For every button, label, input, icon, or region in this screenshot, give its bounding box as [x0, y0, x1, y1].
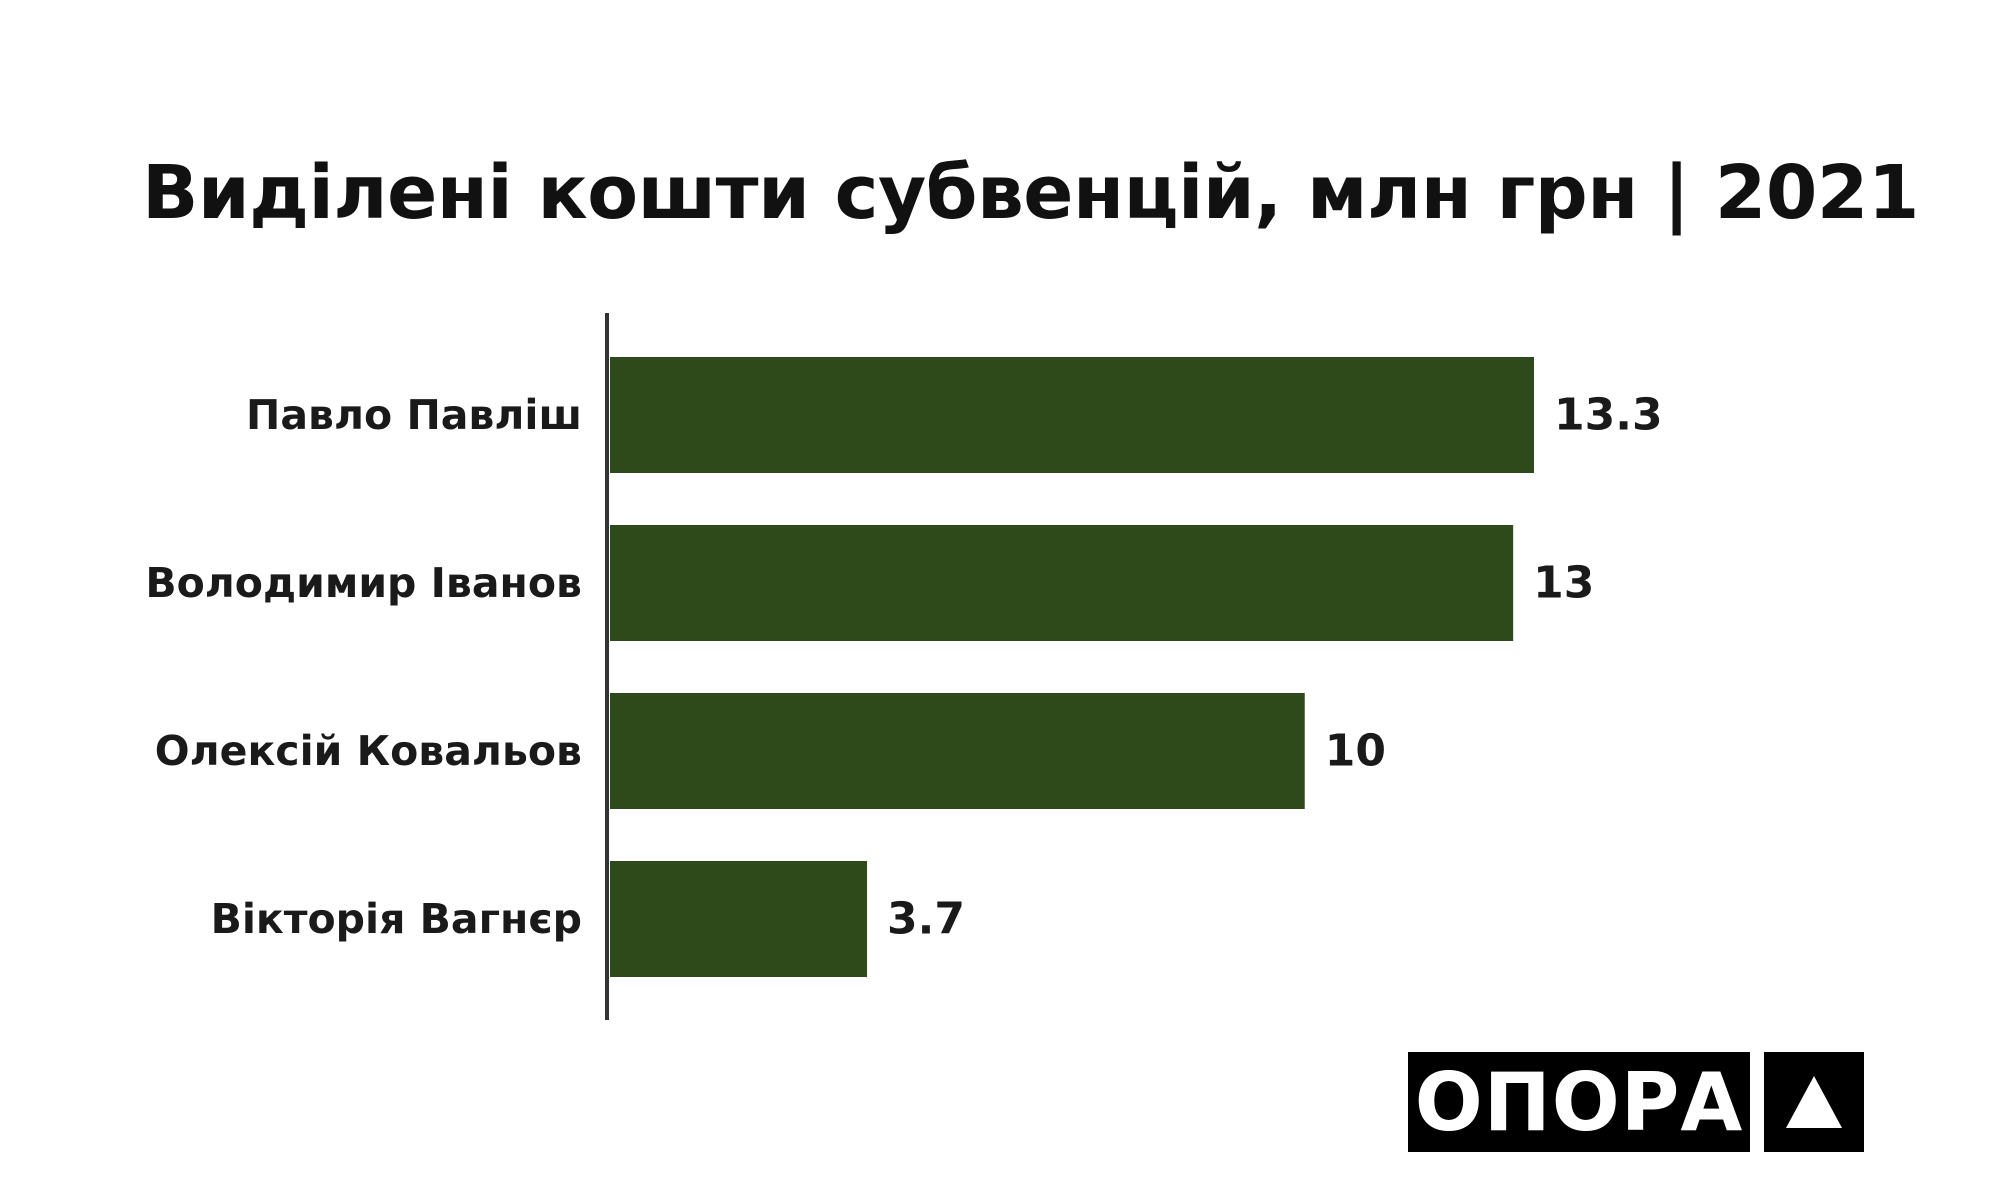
chart-title: Виділені кошти субвенцій, млн грн | 2021 — [142, 150, 1919, 236]
value-label: 13.3 — [1554, 390, 1663, 441]
opora-logo: ОПОРА — [1408, 1052, 1750, 1152]
bar-chart: Павло Павліш 13.3 Володимир Іванов 13 Олексі… — [145, 313, 1663, 1020]
category-label: Володимир Іванов — [145, 559, 582, 607]
category-label: Вікторія Вагнєр — [211, 895, 582, 943]
category-label: Павло Павліш — [246, 391, 582, 439]
triangle-icon — [1764, 1052, 1864, 1152]
value-label: 3.7 — [887, 894, 965, 945]
bar — [610, 861, 868, 977]
bar — [610, 693, 1305, 809]
value-label: 13 — [1533, 558, 1594, 609]
category-label: Олексій Ковальов — [155, 727, 582, 775]
bar — [610, 525, 1514, 641]
value-label: 10 — [1325, 726, 1386, 777]
bar — [610, 357, 1534, 473]
